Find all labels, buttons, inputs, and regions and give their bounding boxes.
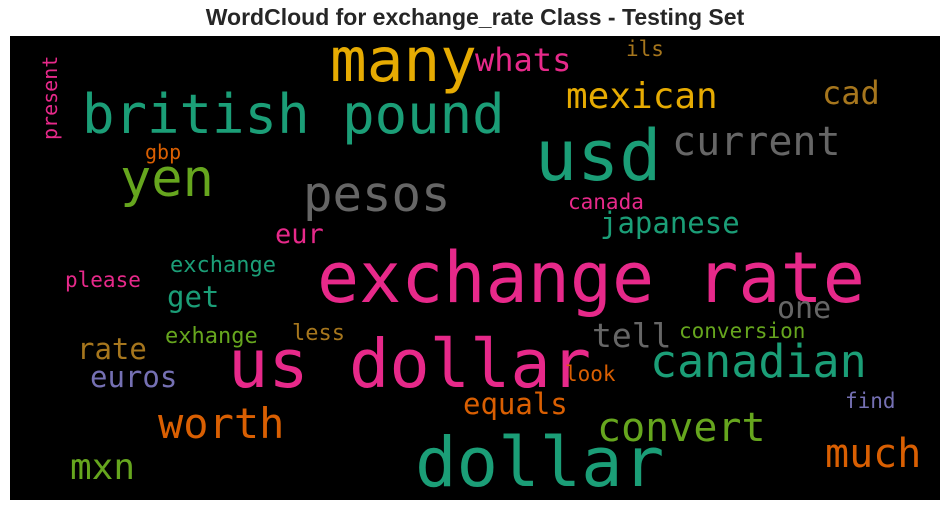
cloud-word: british pound <box>82 83 505 146</box>
cloud-word: worth <box>158 399 285 448</box>
cloud-word: mxn <box>70 447 136 488</box>
cloud-word: get <box>167 280 220 314</box>
cloud-word: exchange rate <box>317 237 865 319</box>
cloud-word: whats <box>475 41 572 79</box>
cloud-word: euros <box>90 360 178 394</box>
cloud-word: gbp <box>145 140 182 164</box>
cloud-word: dollar <box>415 423 665 500</box>
cloud-word: canada <box>568 190 644 214</box>
cloud-word: please <box>65 268 141 292</box>
cloud-word: ils <box>626 37 664 61</box>
cloud-word: much <box>825 431 922 477</box>
cloud-word: exhange <box>165 324 258 349</box>
cloud-word: mexican <box>566 76 718 117</box>
cloud-word: us dollar <box>228 325 592 403</box>
cloud-word: many <box>330 36 477 96</box>
cloud-word: pesos <box>303 166 451 223</box>
cloud-word: exchange <box>170 253 276 278</box>
figure-title: WordCloud for exchange_rate Class - Test… <box>205 4 745 30</box>
cloud-word: eur <box>275 219 324 250</box>
cloud-word: conversion <box>679 319 806 343</box>
cloud-word: yen <box>120 149 214 209</box>
cloud-word: rate <box>77 332 147 366</box>
cloud-word: less <box>292 321 345 346</box>
cloud-word: current <box>672 119 841 165</box>
cloud-word: look <box>565 362 616 386</box>
cloud-word: canadian <box>650 335 867 388</box>
cloud-word: convert <box>597 405 766 451</box>
cloud-word: find <box>845 389 896 413</box>
cloud-word: japanese <box>600 206 740 240</box>
cloud-word: one <box>777 291 832 326</box>
cloud-word: cad <box>822 74 880 112</box>
word-cloud: exchange rate us dollar dollar usd many briti… <box>10 36 940 500</box>
cloud-word: present <box>38 55 62 140</box>
cloud-word: tell <box>592 316 672 355</box>
cloud-word: equals <box>463 387 568 421</box>
cloud-word: usd <box>535 115 662 197</box>
